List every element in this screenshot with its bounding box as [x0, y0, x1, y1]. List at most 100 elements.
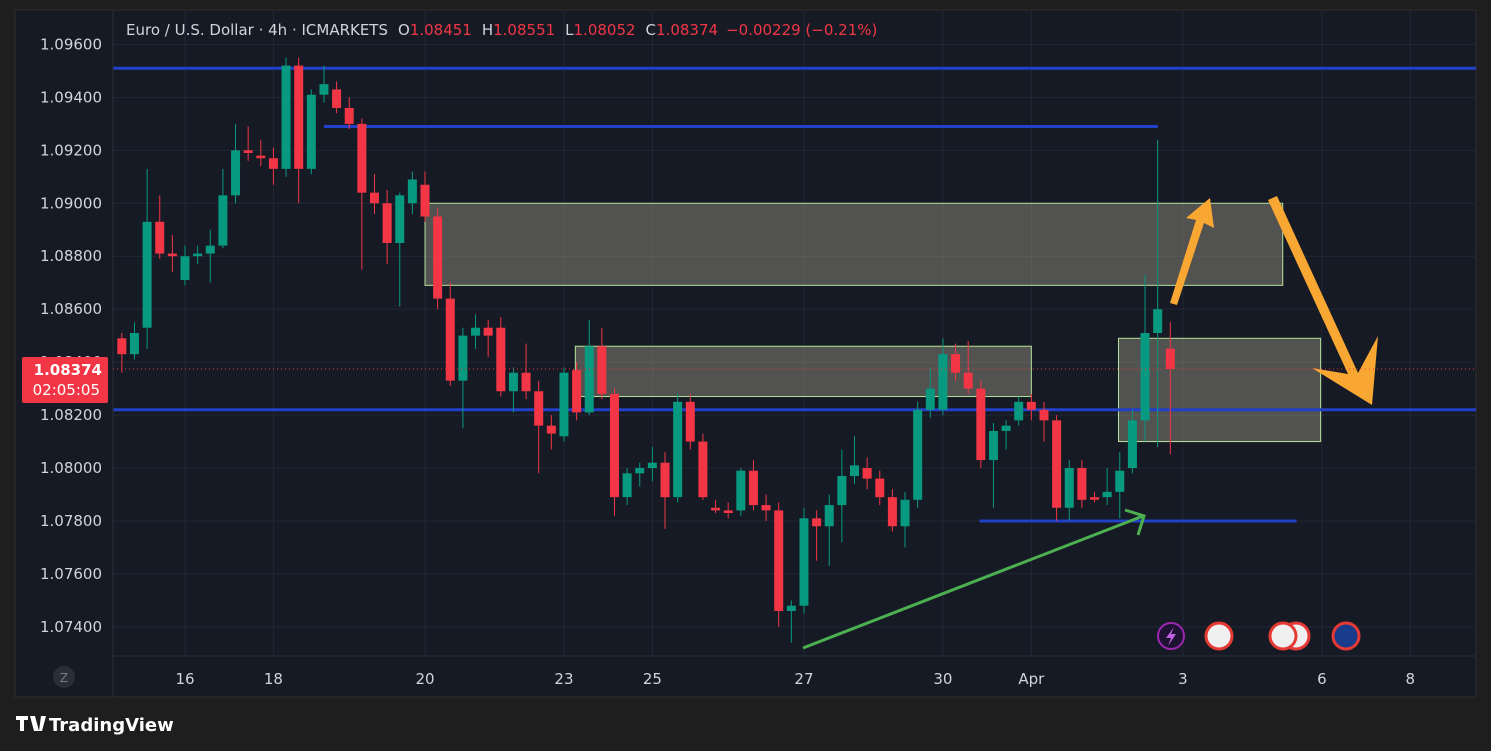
trend-arrow-head — [1124, 508, 1146, 536]
candle-body — [395, 195, 405, 243]
candle-body — [951, 354, 961, 373]
candle-body — [180, 256, 190, 281]
candle-body — [420, 184, 430, 217]
y-tick-label: 1.09400 — [40, 88, 102, 106]
candle-body — [748, 470, 758, 506]
candle-body — [761, 505, 771, 511]
ohlc-label: L — [565, 21, 574, 39]
candle-body — [913, 409, 923, 500]
candle-body — [1052, 420, 1062, 508]
x-tick-label: 30 — [933, 670, 952, 688]
candle-body — [1039, 409, 1049, 421]
event-us[interactable] — [1204, 621, 1234, 651]
y-tick-label: 1.07600 — [40, 565, 102, 583]
symbol: Euro / U.S. Dollar · 4h · ICMARKETS — [126, 21, 388, 39]
z-label[interactable]: Z — [60, 671, 68, 685]
ohlc-label: C — [646, 21, 656, 39]
candle-body — [357, 123, 367, 193]
candle-body — [938, 354, 948, 410]
candle-body — [243, 150, 253, 153]
candle-body — [294, 65, 304, 169]
candle-body — [205, 245, 215, 254]
candle-body — [837, 475, 847, 506]
candle-body — [344, 107, 354, 124]
candle-body — [281, 65, 291, 169]
x-tick-label: 3 — [1178, 670, 1188, 688]
zone — [574, 345, 1032, 398]
y-tick-label: 1.07400 — [40, 618, 102, 636]
event-bolt — [1166, 627, 1176, 646]
last-price-box — [22, 357, 108, 404]
candle-body — [319, 84, 329, 95]
candle-body — [508, 372, 518, 392]
y-tick-label: 1.09200 — [40, 141, 102, 159]
candle-body — [193, 253, 203, 257]
trend-arrow — [802, 514, 1144, 650]
candle-body — [521, 372, 531, 392]
candle-body — [1090, 497, 1100, 500]
ohlc-label: H — [482, 21, 493, 39]
candle-body — [1102, 491, 1112, 498]
zone — [1118, 337, 1322, 443]
candle-body — [925, 388, 935, 410]
candle-body — [382, 203, 392, 243]
candle-body — [1140, 333, 1150, 421]
x-tick-label: Apr — [1018, 670, 1045, 688]
candle-body — [900, 499, 910, 527]
candle-body — [622, 473, 632, 498]
candle-body — [471, 327, 481, 336]
x-tick-label: 23 — [554, 670, 573, 688]
ohlc-value: 1.08451 — [410, 21, 472, 39]
candle-body — [268, 158, 278, 169]
candle-body — [1077, 468, 1087, 500]
y-tick-label: 1.08000 — [40, 459, 102, 477]
candle-body — [812, 518, 822, 527]
candle-body — [799, 518, 809, 606]
event-us[interactable] — [1268, 621, 1298, 651]
candle-body — [369, 192, 379, 204]
candle-body — [458, 335, 468, 381]
candle-body — [559, 372, 569, 437]
x-tick-label: 25 — [643, 670, 662, 688]
y-tick-label: 1.09000 — [40, 194, 102, 212]
countdown: 02:05:05 — [33, 381, 100, 399]
arrow-up — [1170, 198, 1214, 305]
candle-body — [609, 393, 619, 498]
candle-body — [887, 497, 897, 527]
chart-frame — [14, 9, 1477, 698]
last-price-label: 1.08374 — [34, 361, 102, 379]
candle-body — [774, 510, 784, 611]
candle-body — [963, 372, 973, 389]
y-tick-label: 1.08200 — [40, 406, 102, 424]
candle-body — [483, 327, 493, 336]
candle-body — [698, 441, 708, 498]
x-tick-label: 6 — [1317, 670, 1327, 688]
event-eu[interactable] — [1331, 621, 1361, 651]
candle-body — [1026, 401, 1036, 410]
ohlc-label: O — [398, 21, 410, 39]
x-tick-label: 8 — [1406, 670, 1416, 688]
candle-body — [117, 338, 127, 355]
x-tick-label: 20 — [415, 670, 434, 688]
candle-body — [445, 298, 455, 381]
candle-body — [142, 221, 152, 328]
candle-body — [1153, 309, 1163, 333]
ohlc-value: 1.08374 — [656, 21, 718, 39]
candle-body — [711, 507, 721, 511]
header: Euro / U.S. Dollar · 4h · ICMARKETS O1.08… — [126, 21, 877, 39]
y-tick-label: 1.07800 — [40, 512, 102, 530]
y-tick-label: 1.09600 — [40, 35, 102, 53]
candle-body — [1001, 425, 1011, 431]
candle-body — [723, 510, 733, 514]
candle-body — [1115, 470, 1125, 492]
y-tick-label: 1.08800 — [40, 247, 102, 265]
x-tick-label: 27 — [794, 670, 813, 688]
candle-body — [635, 468, 645, 474]
brand-name: TradingView — [49, 715, 174, 736]
candle-body — [231, 150, 241, 196]
candle-body — [850, 465, 860, 476]
z-button[interactable] — [53, 666, 75, 688]
candle-body — [1014, 401, 1024, 421]
candle-body — [660, 462, 670, 498]
